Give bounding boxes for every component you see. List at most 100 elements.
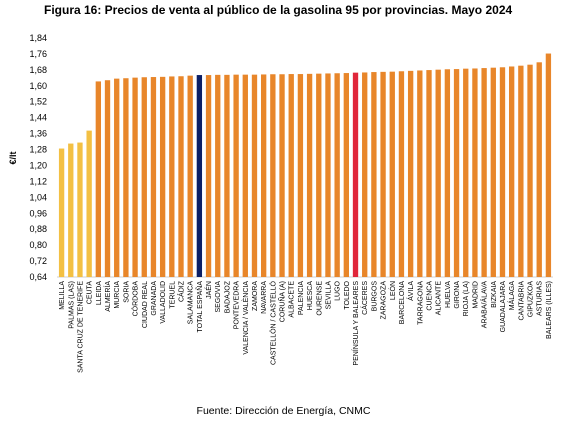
bar <box>325 73 331 277</box>
bar <box>86 130 92 277</box>
x-tick-label: JAÉN <box>204 281 213 299</box>
x-tick-label: TERUEL <box>169 281 176 309</box>
y-tick-label: 0,80 <box>29 240 47 250</box>
x-tick-label: ALBACETE <box>289 281 296 318</box>
bar <box>114 78 120 277</box>
x-tick-label: HUESCA <box>307 281 314 311</box>
x-tick-label: MURCIA <box>114 281 121 309</box>
y-tick-label: 1,12 <box>29 176 47 186</box>
bar <box>261 74 267 277</box>
x-tick-label: GUADALAJARA <box>500 281 507 333</box>
chart-title: Figura 16: Precios de venta al público d… <box>44 3 513 17</box>
x-tick-label: TARRAGONA <box>417 281 424 325</box>
y-axis: 0,64 0,72 0,80 0,88 0,96 1,04 1,12 1,20 1,28 1,36… <box>29 33 553 282</box>
x-tick-label: CÓRDOBA <box>131 281 140 317</box>
y-tick-label: 1,76 <box>29 49 47 59</box>
x-tick-label: VALENCIA / VALÈNCIA <box>241 281 250 355</box>
x-tick-label: LEÓN <box>388 281 397 300</box>
bar <box>527 64 533 277</box>
x-tick-label: ASTURIAS <box>537 281 544 316</box>
bar <box>499 67 506 277</box>
bar <box>343 73 349 277</box>
y-tick-label: 0,72 <box>29 256 47 266</box>
bar <box>334 73 340 277</box>
x-tick-label: ALICANTE <box>436 281 443 316</box>
bar <box>463 68 469 277</box>
x-tick-label: SORIA <box>123 281 130 303</box>
x-tick-label: HUELVA <box>445 281 452 308</box>
bar <box>95 81 101 277</box>
x-axis-labels: MELILLA PALMAS (LAS) SANTA CRUZ DE TENERIF… <box>59 280 553 373</box>
bar <box>224 74 230 277</box>
x-tick-label: ARABA/ÁLAVA <box>480 281 489 329</box>
bar <box>270 74 276 277</box>
x-tick-label: RIOJA (LA) <box>463 281 470 316</box>
bar <box>150 77 157 277</box>
y-tick-label: 1,28 <box>29 145 47 155</box>
bar <box>297 74 304 277</box>
bar <box>490 67 496 278</box>
x-tick-label: CUENCA <box>427 281 434 311</box>
x-tick-label: GIRONA <box>454 281 461 309</box>
y-tick-label: 1,36 <box>29 129 47 139</box>
x-tick-label: VALLADOLID <box>160 281 167 324</box>
bar <box>58 148 65 277</box>
x-tick-label: GRANADA <box>151 281 158 316</box>
bar <box>545 53 552 277</box>
x-tick-label: CASTELLÓN / CASTELLÓ <box>268 280 277 365</box>
x-tick-label: PALENCIA <box>298 281 305 315</box>
bar <box>407 70 414 277</box>
bar <box>205 75 212 277</box>
source-note: Fuente: Dirección de Energía, CNMC <box>196 405 371 417</box>
x-tick-label: PONTEVEDRA <box>234 281 241 330</box>
bar-chart: 0,64 0,72 0,80 0,88 0,96 1,04 1,12 1,20 1,28 1,36… <box>8 33 553 373</box>
y-tick-label: 0,64 <box>29 272 47 282</box>
x-tick-label: OURENSE <box>316 281 323 316</box>
bar <box>159 76 166 277</box>
x-tick-label: MADRID <box>472 281 479 309</box>
bar <box>123 78 129 277</box>
x-tick-label: NAVARRA <box>261 281 268 314</box>
bar <box>389 71 395 277</box>
x-tick-label: CIUDAD REAL <box>142 281 149 328</box>
x-tick-label: BURGOS <box>371 281 378 312</box>
x-tick-label: TOTAL ESPAÑA <box>195 281 204 333</box>
bar <box>371 72 377 277</box>
x-tick-label: SANTA CRUZ DE TENERIFE <box>77 281 84 373</box>
bar <box>288 74 294 277</box>
x-tick-label: CÁDIZ <box>177 280 186 302</box>
bar <box>426 70 432 277</box>
bar <box>187 75 193 277</box>
bar <box>352 72 359 277</box>
x-tick-label: CEUTA <box>87 281 94 305</box>
x-tick-label: TOLEDO <box>344 280 351 309</box>
x-tick-label: CÁCERES <box>360 281 369 315</box>
y-tick-label: 1,04 <box>29 192 47 202</box>
bar <box>279 74 285 277</box>
bar <box>444 69 451 278</box>
y-tick-label: 1,68 <box>29 65 47 75</box>
y-axis-label: €/lt <box>8 151 18 164</box>
y-tick-label: 0,96 <box>29 208 47 218</box>
x-tick-label: ZAMORA <box>252 281 259 311</box>
bar <box>104 80 111 277</box>
x-tick-label: PENÍNSULA Y BALEARES <box>351 281 360 366</box>
bar <box>362 72 368 278</box>
x-tick-label: CANTABRIA <box>518 281 525 321</box>
bar <box>398 71 405 277</box>
x-tick-label: SEGOVIA <box>215 281 222 313</box>
y-tick-label: 1,84 <box>29 33 47 43</box>
x-tick-label: SEVILLA <box>325 281 332 310</box>
bar <box>132 77 138 277</box>
x-tick-label: LLEIDA <box>96 281 103 305</box>
bar <box>242 74 248 278</box>
x-tick-label: ZARAGOZA <box>381 281 388 320</box>
bar <box>316 73 322 278</box>
bar <box>453 69 460 277</box>
bar <box>169 76 175 277</box>
x-tick-label: PALMAS (LAS) <box>68 281 75 329</box>
bar <box>215 74 221 277</box>
bar <box>178 76 184 278</box>
bar <box>472 68 478 277</box>
bar <box>435 69 441 277</box>
